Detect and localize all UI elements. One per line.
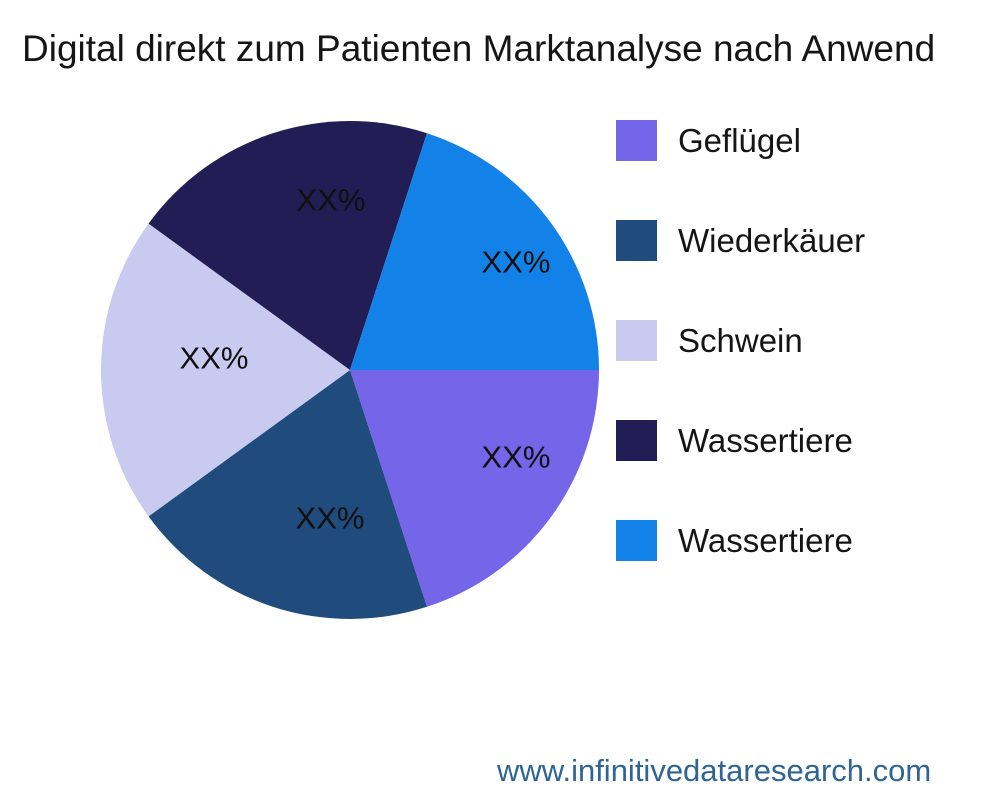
legend-item-3: Schwein xyxy=(616,320,865,361)
legend-swatch-2 xyxy=(616,220,657,261)
pie-slice-4 xyxy=(148,120,427,370)
legend-label-3: Schwein xyxy=(678,321,803,359)
pie-slice-value-label-3: XX% xyxy=(180,341,249,376)
pie-slice-value-label-5: XX% xyxy=(482,245,551,280)
watermark-url: www.infinitivedataresearch.com xyxy=(497,753,932,788)
legend-label-2: Wiederkäuer xyxy=(678,221,866,259)
legend-item-4: Wassertiere xyxy=(616,420,865,461)
legend-item-5: Wassertiere xyxy=(616,520,865,561)
pie-slice-2 xyxy=(148,370,427,620)
legend-item-1: Geflügel xyxy=(616,120,865,161)
pie-slice-value-label-2: XX% xyxy=(296,501,365,536)
pie-slice-5 xyxy=(350,133,599,370)
pie-slice-3 xyxy=(100,223,350,517)
pie-slice-1 xyxy=(350,370,599,607)
legend: Geflügel Wiederkäuer Schwein Wassertiere Was… xyxy=(616,120,865,620)
legend-label-1: Geflügel xyxy=(678,121,801,159)
pie-slice-value-label-4: XX% xyxy=(297,183,366,218)
pie-slice-value-label-1: XX% xyxy=(482,440,551,475)
legend-swatch-1 xyxy=(616,120,657,161)
legend-item-2: Wiederkäuer xyxy=(616,220,865,261)
legend-swatch-5 xyxy=(616,520,657,561)
legend-swatch-3 xyxy=(616,320,657,361)
chart-title: Digital direkt zum Patienten Marktanalys… xyxy=(22,28,936,69)
legend-swatch-4 xyxy=(616,420,657,461)
legend-label-5: Wassertiere xyxy=(678,521,853,559)
legend-label-4: Wassertiere xyxy=(678,421,853,459)
